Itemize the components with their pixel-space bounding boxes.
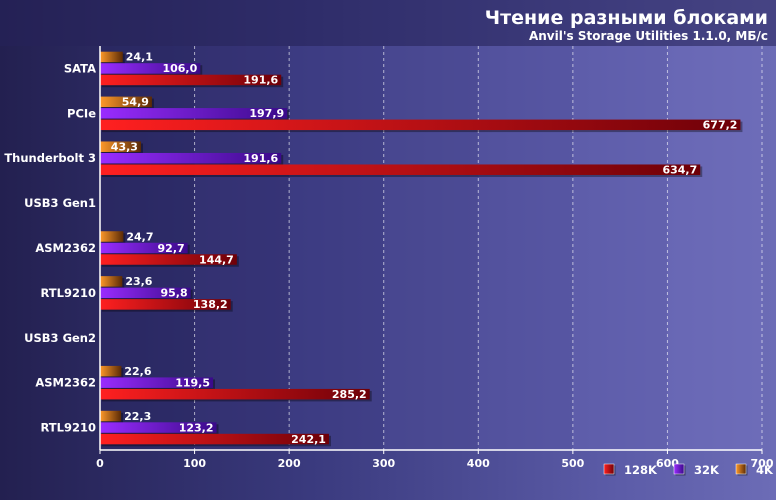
value-label: 119,5: [175, 376, 210, 389]
value-label: 197,9: [249, 107, 284, 120]
bar-4k: [100, 231, 124, 242]
legend-swatch-32k: [673, 463, 685, 475]
value-label: 144,7: [199, 253, 234, 266]
plot-band: [478, 46, 573, 450]
bar-32k: [100, 63, 201, 74]
value-label: 191,6: [243, 152, 278, 165]
legend-swatch-128k: [603, 463, 615, 475]
bar-4k: [100, 276, 123, 287]
value-label: 123,2: [179, 421, 214, 434]
chart-subtitle: Anvil's Storage Utilities 1.1.0, МБ/с: [529, 29, 768, 43]
category-label: ASM2362: [35, 241, 96, 255]
bar-128k: [100, 433, 329, 445]
value-label: 23,6: [125, 275, 152, 288]
bar-32k: [100, 152, 282, 164]
chart-title: Чтение разными блоками: [485, 7, 768, 29]
legend-swatch-4k: [735, 463, 747, 475]
plot-band: [289, 46, 384, 450]
category-label: RTL9210: [40, 421, 96, 435]
x-tick-label: 100: [183, 457, 206, 470]
value-label: 106,0: [162, 62, 197, 75]
value-label: 191,6: [243, 74, 278, 87]
x-tick-label: 0: [96, 457, 104, 470]
plot-band: [667, 46, 762, 450]
bar-128k: [100, 388, 370, 400]
value-label: 95,8: [160, 287, 187, 300]
x-tick-label: 300: [372, 457, 395, 470]
x-tick-label: 500: [561, 457, 584, 470]
plot-band: [383, 46, 479, 450]
category-label: ASM2362: [35, 376, 96, 390]
legend-label-32k: 32K: [694, 463, 720, 477]
x-tick-label: 200: [278, 457, 301, 470]
legend-label-4k: 4K: [756, 463, 774, 477]
value-label: 54,9: [122, 96, 149, 109]
bar-4k: [100, 410, 122, 422]
bars: 24,1 106,0 191,6 54,9 197,9 677,2 43,3 191,6 634…: [100, 51, 743, 447]
title-band: [0, 0, 776, 46]
bar-128k: [100, 74, 282, 86]
bar-4k: [100, 365, 122, 377]
value-label: 677,2: [703, 119, 738, 132]
bar-32k: [100, 377, 214, 388]
x-tick-label: 700: [751, 457, 774, 470]
value-label: 285,2: [332, 388, 367, 401]
value-label: 138,2: [193, 298, 228, 311]
category-label: USB3 Gen2: [24, 331, 96, 345]
value-label: 43,3: [111, 140, 138, 153]
category-label: PCIe: [67, 106, 96, 120]
category-labels: SATA PCIe Thunderbolt 3 USB3 Gen1 ASM2362 RTL…: [4, 61, 96, 434]
category-label: SATA: [64, 61, 96, 75]
category-label: USB3 Gen1: [24, 196, 96, 210]
bar-32k: [100, 242, 188, 254]
category-label: Thunderbolt 3: [4, 151, 96, 165]
bar-128k: [100, 119, 741, 131]
legend-label-128k: 128K: [624, 463, 658, 477]
value-label: 634,7: [662, 163, 697, 176]
value-label: 92,7: [158, 242, 185, 255]
bar-128k: [100, 254, 237, 265]
value-label: 22,3: [124, 410, 151, 423]
legend: 128K 32K 4K: [603, 463, 774, 477]
bar-32k: [100, 287, 191, 299]
bar-32k: [100, 108, 288, 119]
bar-4k: [100, 141, 141, 152]
bar-128k: [100, 164, 701, 175]
bar-4k: [100, 96, 152, 108]
bar-4k: [100, 51, 123, 63]
plot-band: [572, 46, 668, 450]
value-label: 22,6: [124, 365, 151, 378]
x-tick-label: 400: [467, 457, 490, 470]
value-label: 242,1: [291, 433, 326, 446]
x-tick-label: 600: [656, 457, 679, 470]
bar-128k: [100, 299, 231, 310]
x-axis: 0 100 200 300 400 500 600 700: [96, 46, 774, 470]
category-label: RTL9210: [40, 286, 96, 300]
value-label: 24,1: [126, 51, 153, 64]
value-label: 24,7: [126, 230, 153, 243]
bar-32k: [100, 422, 217, 433]
